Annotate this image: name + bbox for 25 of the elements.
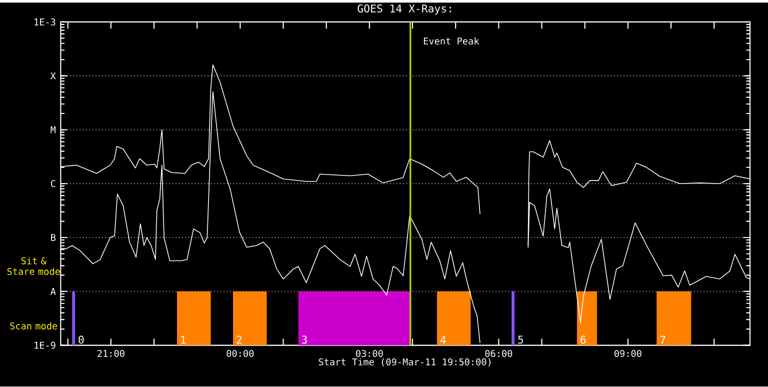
band-label: 3: [302, 336, 307, 344]
band-label: 2: [236, 336, 242, 344]
y-tick-label: 1E-3: [34, 18, 56, 26]
band-label: 0: [78, 336, 84, 344]
text: Scan mode: [10, 322, 58, 330]
x-tick-label: 00:00: [226, 350, 254, 358]
y-tick-label: B: [51, 234, 56, 242]
y-tick-label: A: [50, 288, 56, 295]
y-tick-label: 1E-9: [34, 342, 56, 349]
y-tick-label: M: [50, 126, 56, 134]
x-tick-label: 03:00: [356, 350, 383, 358]
band-label: 5: [518, 336, 523, 344]
band-label: 7: [660, 336, 666, 344]
y-tick-label: X: [50, 72, 56, 80]
text: Sit & Stare mode: [7, 257, 60, 276]
band-label: 1: [181, 336, 186, 344]
y-tick-label: C: [50, 180, 56, 188]
ref-line-label: Event Peak: [424, 38, 480, 45]
x-axis-title: Start Time (09-Mar-11 19:50:00): [318, 358, 490, 367]
band-label: 4: [440, 336, 446, 344]
x-tick-label: 09:00: [614, 350, 642, 358]
x-tick-label: 21:00: [98, 350, 124, 358]
x-tick-label: 06:00: [485, 350, 512, 358]
band-label: 6: [580, 336, 586, 344]
chart-title: GOES 14 X-Rays:: [358, 4, 451, 15]
